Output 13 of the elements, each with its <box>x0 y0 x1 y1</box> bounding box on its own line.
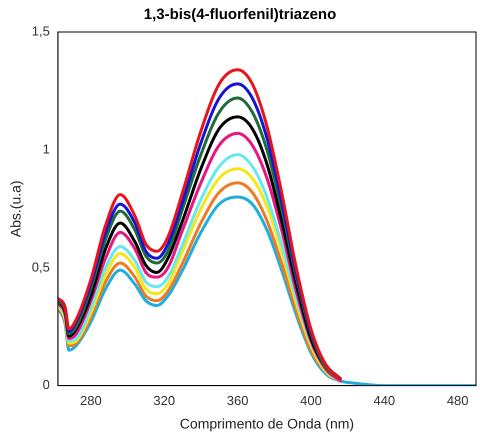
x-tick-label: 360 <box>226 392 248 408</box>
y-tick-label: 0,5 <box>32 259 50 274</box>
x-axis-title: Comprimento de Onda (nm) <box>180 415 354 432</box>
x-tick-label: 400 <box>300 392 322 408</box>
y-tick-label: 1 <box>42 141 50 156</box>
y-tick-label: 0 <box>42 377 50 392</box>
x-tick-label: 280 <box>80 392 102 408</box>
x-tick-label: 320 <box>153 392 176 408</box>
x-tick-label: 480 <box>446 392 469 408</box>
x-tick-label: 440 <box>373 392 396 408</box>
y-axis-title: Abs.(u.a) <box>7 180 24 238</box>
y-tick-label: 1,5 <box>32 24 50 39</box>
chart-title: 1,3-bis(4-fluorfenil)triazeno <box>144 6 336 24</box>
